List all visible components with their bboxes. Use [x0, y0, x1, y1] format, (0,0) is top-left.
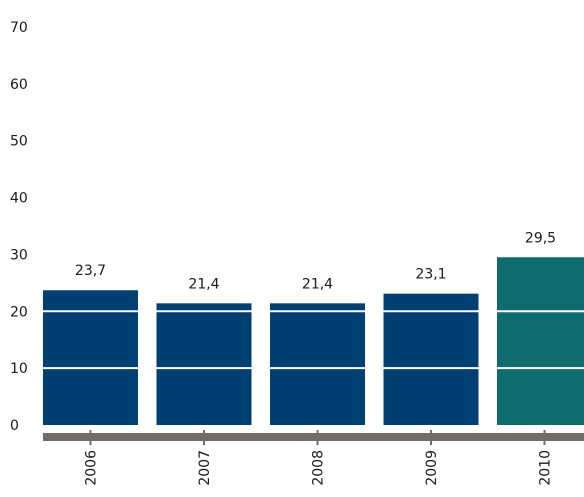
- x-tick-label-2006: 2006: [84, 450, 100, 486]
- y-tick-label-50: 50: [10, 134, 28, 150]
- bar-2008: [270, 303, 365, 425]
- y-tick-label-70: 70: [10, 20, 28, 36]
- y-tick-label-60: 60: [10, 77, 28, 93]
- y-tick-label-10: 10: [10, 361, 28, 377]
- y-tick-label-30: 30: [10, 247, 28, 263]
- bar-gridlines: [43, 310, 584, 370]
- y-tick-label-40: 40: [10, 191, 28, 207]
- x-tick-label-2009: 2009: [424, 450, 440, 486]
- x-tick-label-2007: 2007: [197, 450, 213, 486]
- y-axis: 0 10 20 30 40 50 60 70: [10, 20, 28, 434]
- x-axis-line: [43, 433, 584, 441]
- bars: [43, 257, 584, 425]
- value-label-2007: 21,4: [188, 276, 219, 292]
- x-tick-label-2008: 2008: [311, 450, 327, 486]
- bar-2006: [43, 290, 138, 425]
- value-label-2010: 29,5: [525, 230, 556, 246]
- y-tick-label-20: 20: [10, 304, 28, 320]
- x-tick-label-2010: 2010: [538, 450, 554, 486]
- value-label-2006: 23,7: [75, 263, 106, 279]
- bar-2009: [383, 293, 479, 425]
- value-label-2009: 23,1: [415, 267, 446, 283]
- y-tick-label-0: 0: [10, 418, 19, 434]
- bar-2007: [156, 303, 252, 425]
- value-label-2008: 21,4: [302, 276, 333, 292]
- value-labels: 23,7 21,4 21,4 23,1 29,5: [75, 230, 556, 292]
- x-axis: 2006 2007 2008 2009 2010: [43, 430, 584, 486]
- bar-2010: [497, 257, 584, 425]
